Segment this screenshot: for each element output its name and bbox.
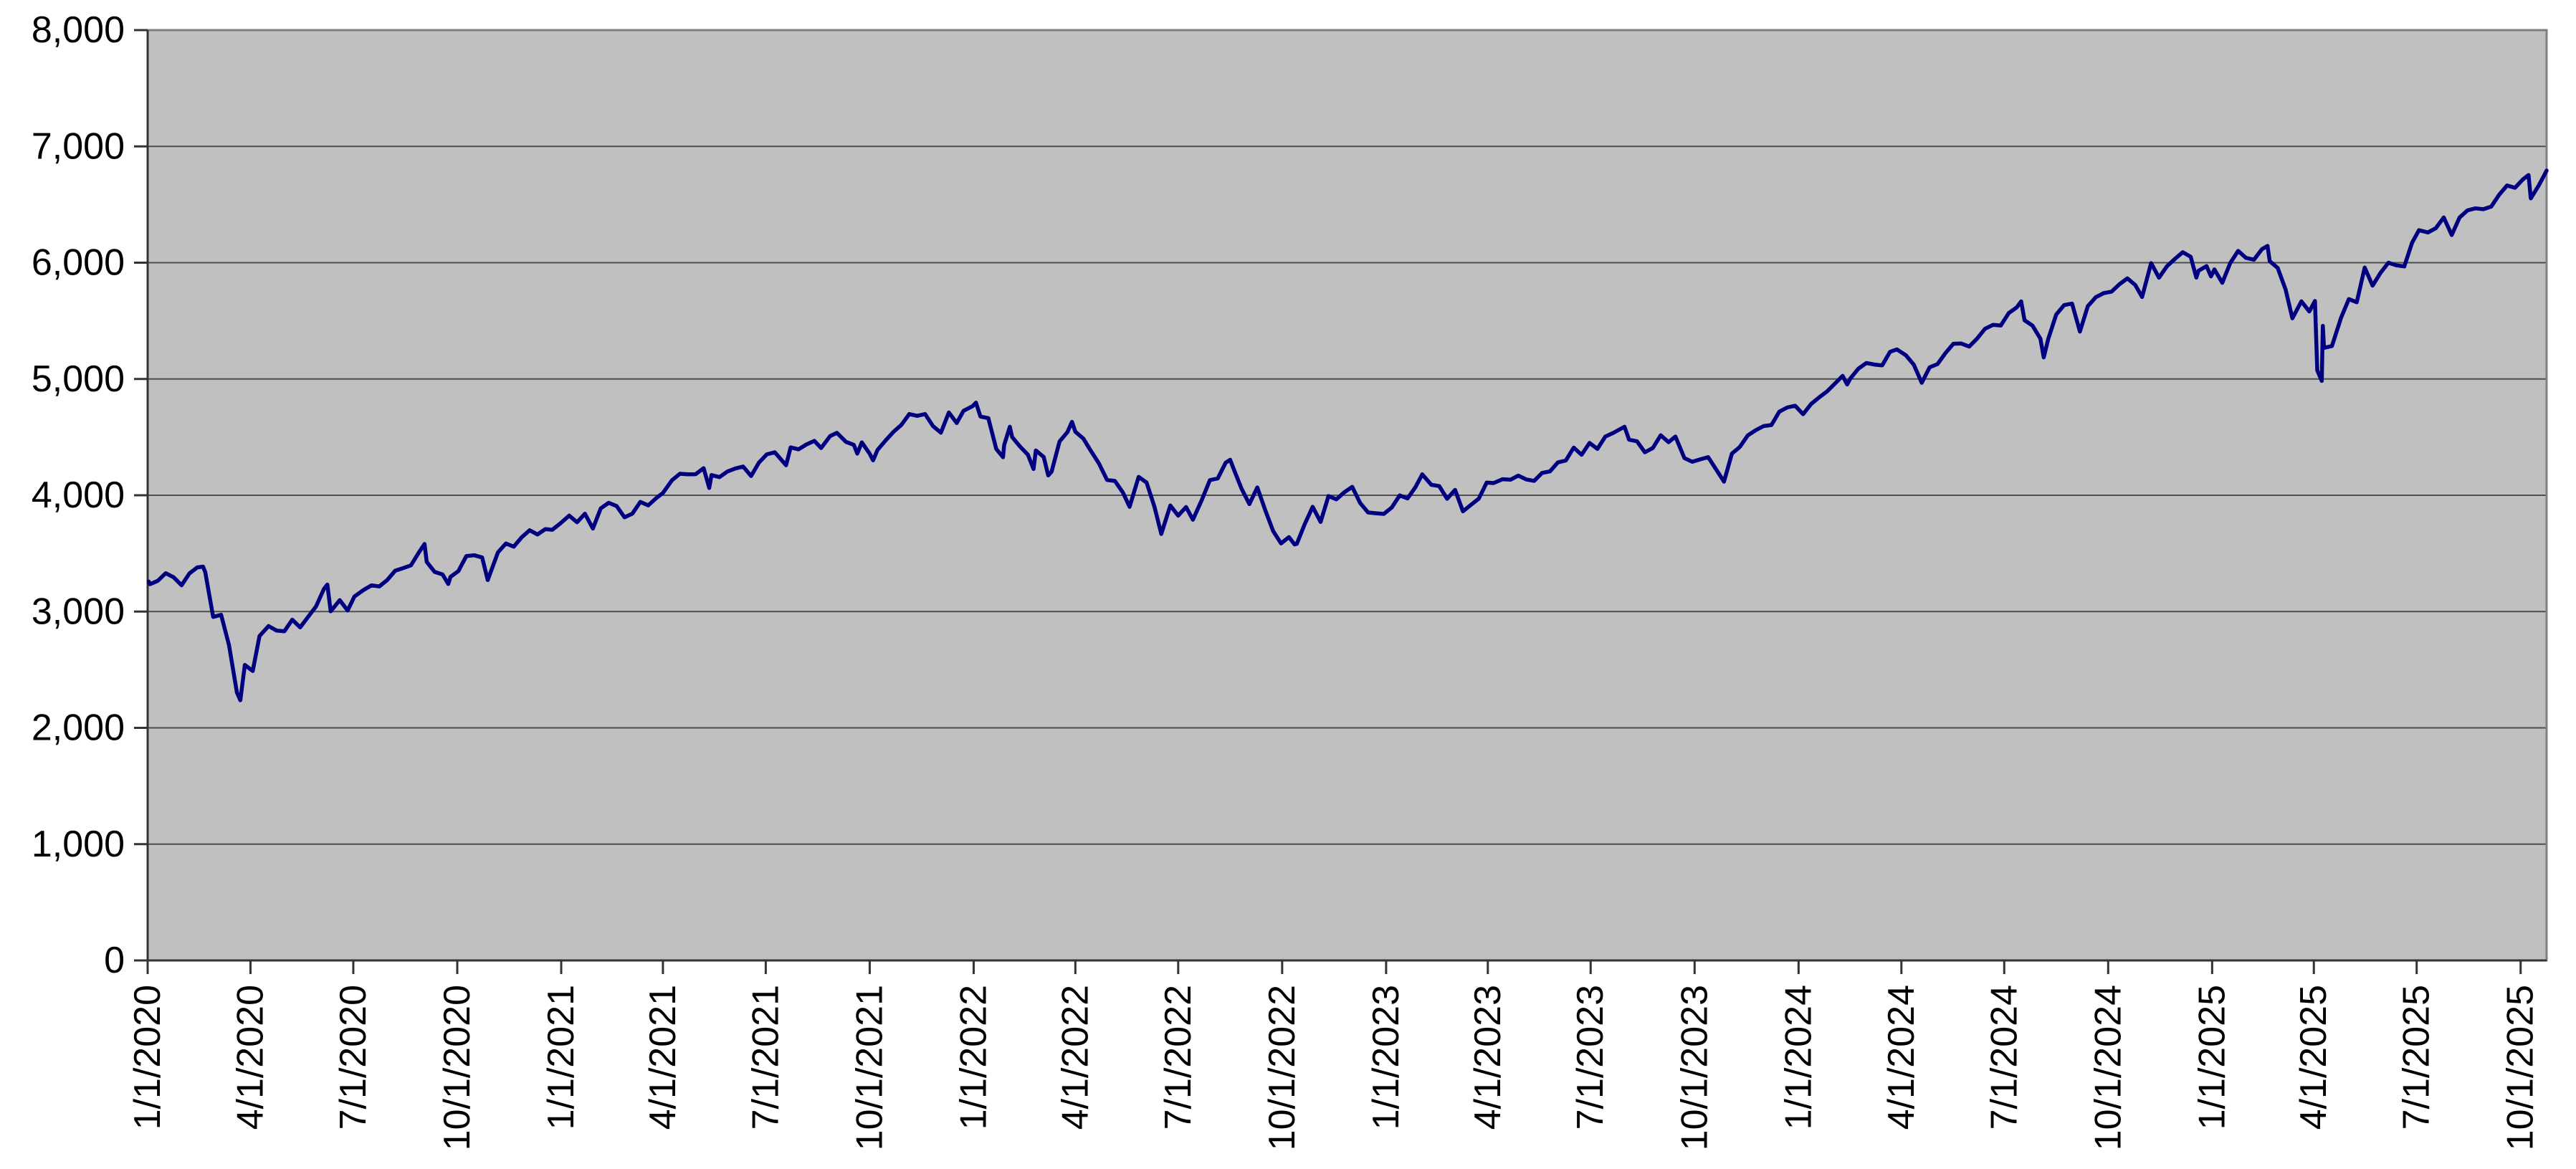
y-axis-label: 7,000: [32, 125, 125, 167]
x-axis-label: 10/1/2021: [849, 985, 890, 1150]
x-axis-label: 4/1/2022: [1054, 985, 1096, 1130]
gridlines: [148, 145, 2547, 845]
x-axis-label: 4/1/2024: [1881, 985, 1922, 1130]
y-axis: 0 1,000 2,000 3,000 4,000 5,000 6,000 7,000 8,00…: [32, 9, 148, 981]
x-axis-label: 4/1/2023: [1467, 985, 1509, 1130]
x-axis-label: 1/1/2024: [1778, 985, 1819, 1130]
x-axis-label: 10/1/2020: [437, 985, 478, 1150]
x-axis-label: 7/1/2024: [1983, 985, 2025, 1130]
x-axis: 1/1/2020 4/1/2020 7/1/2020 10/1/2020 1/1/202…: [127, 960, 2542, 1150]
x-axis-label: 4/1/2021: [642, 985, 684, 1130]
x-axis-label: 7/1/2025: [2396, 985, 2438, 1130]
price-line-series: [146, 168, 2549, 702]
x-axis-label: 10/1/2023: [1674, 985, 1715, 1150]
y-axis-label: 5,000: [32, 358, 125, 400]
y-axis-label: 0: [104, 940, 125, 981]
x-axis-label: 7/1/2021: [745, 985, 786, 1130]
x-axis-label: 1/1/2023: [1365, 985, 1407, 1130]
x-axis-label: 10/1/2022: [1261, 985, 1303, 1150]
y-axis-label: 3,000: [32, 591, 125, 632]
x-axis-label: 4/1/2020: [229, 985, 271, 1130]
x-axis-label: 7/1/2022: [1158, 985, 1199, 1130]
y-axis-label: 1,000: [32, 824, 125, 865]
x-axis-label: 10/1/2025: [2500, 985, 2542, 1150]
x-axis-label: 4/1/2025: [2293, 985, 2334, 1130]
y-axis-label: 8,000: [32, 9, 125, 51]
x-axis-label: 7/1/2020: [333, 985, 374, 1130]
y-axis-label: 6,000: [32, 242, 125, 284]
y-axis-label: 4,000: [32, 474, 125, 516]
x-axis-label: 10/1/2024: [2087, 985, 2129, 1150]
x-axis-label: 1/1/2022: [953, 985, 994, 1130]
x-axis-label: 1/1/2025: [2191, 985, 2233, 1130]
y-axis-label: 2,000: [32, 707, 125, 749]
x-axis-label: 7/1/2023: [1570, 985, 1611, 1130]
x-axis-label: 1/1/2020: [127, 985, 168, 1130]
x-axis-label: 1/1/2021: [540, 985, 582, 1130]
